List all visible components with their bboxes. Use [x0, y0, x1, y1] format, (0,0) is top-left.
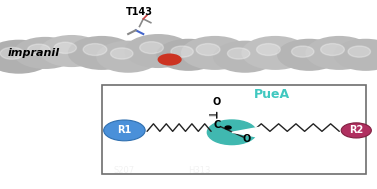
Circle shape	[305, 36, 373, 70]
Circle shape	[124, 34, 192, 68]
FancyBboxPatch shape	[102, 85, 366, 174]
Circle shape	[320, 44, 345, 56]
Circle shape	[225, 126, 231, 129]
Circle shape	[0, 40, 53, 74]
Circle shape	[171, 46, 193, 57]
Circle shape	[104, 120, 145, 141]
Circle shape	[68, 36, 136, 70]
Circle shape	[156, 39, 221, 71]
Text: S207: S207	[114, 166, 135, 175]
Circle shape	[256, 44, 280, 56]
Circle shape	[196, 44, 220, 56]
Text: C: C	[213, 120, 221, 130]
Circle shape	[291, 46, 314, 57]
Circle shape	[83, 44, 107, 56]
Text: PueA: PueA	[253, 88, 290, 101]
Circle shape	[13, 37, 77, 69]
Text: R1: R1	[117, 125, 132, 135]
Circle shape	[341, 123, 371, 138]
Circle shape	[348, 46, 371, 57]
Text: impranil: impranil	[8, 48, 60, 58]
Circle shape	[181, 36, 249, 70]
Text: O: O	[243, 134, 251, 144]
Circle shape	[158, 53, 182, 66]
Circle shape	[227, 48, 250, 59]
Circle shape	[40, 35, 104, 67]
Circle shape	[110, 48, 133, 59]
Text: R2: R2	[349, 125, 363, 135]
Circle shape	[241, 36, 309, 70]
Circle shape	[28, 44, 50, 55]
Wedge shape	[232, 127, 260, 137]
Circle shape	[139, 42, 163, 54]
Text: O: O	[213, 97, 221, 107]
Circle shape	[213, 41, 277, 73]
Circle shape	[207, 120, 256, 145]
Circle shape	[334, 39, 377, 71]
Circle shape	[96, 41, 160, 73]
Circle shape	[0, 47, 24, 59]
Text: H313: H313	[188, 166, 211, 175]
Text: T143: T143	[126, 7, 153, 17]
Circle shape	[277, 39, 341, 71]
Text: ||: ||	[209, 111, 216, 116]
Circle shape	[54, 42, 77, 53]
